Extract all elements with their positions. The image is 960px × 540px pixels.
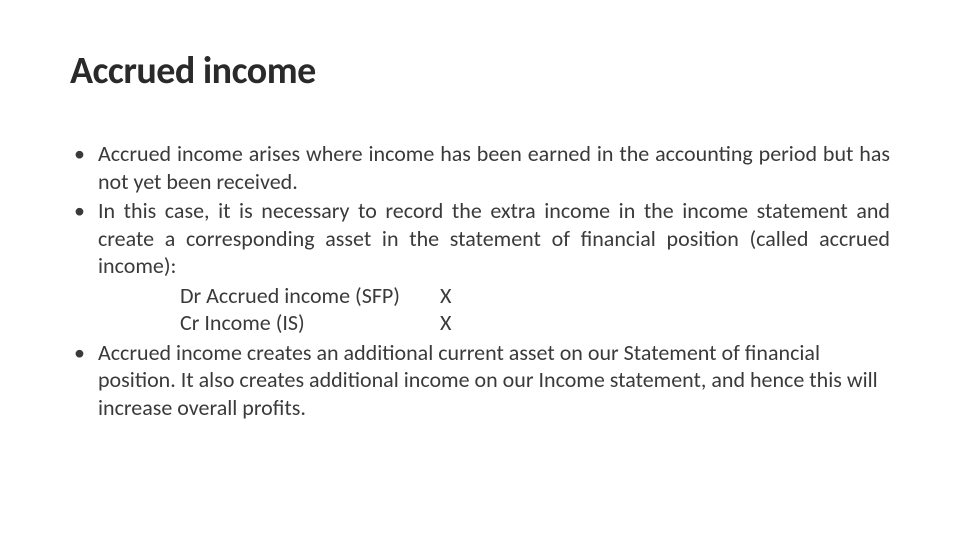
- bullet-item: In this case, it is necessary to record …: [70, 197, 890, 280]
- slide-title: Accrued income: [70, 48, 890, 94]
- bullet-item: Accrued income arises where income has b…: [70, 140, 890, 195]
- journal-entry-cr: Cr Income (IS) X: [180, 309, 890, 337]
- entry-label: Dr Accrued income (SFP): [180, 282, 440, 310]
- entry-label: Cr Income (IS): [180, 309, 440, 337]
- journal-entry-dr: Dr Accrued income (SFP) X: [180, 282, 890, 310]
- slide-body: Accrued income arises where income has b…: [70, 140, 890, 421]
- entry-amount: X: [440, 309, 460, 337]
- slide: Accrued income Accrued income arises whe…: [0, 0, 960, 540]
- entry-amount: X: [440, 282, 460, 310]
- bullet-text: Accrued income arises where income has b…: [98, 140, 890, 195]
- bullet-text: In this case, it is necessary to record …: [98, 197, 890, 279]
- journal-entries: Dr Accrued income (SFP) X Cr Income (IS)…: [70, 282, 890, 337]
- bullet-text: Accrued income creates an additional cur…: [98, 339, 878, 421]
- bullet-item: Accrued income creates an additional cur…: [70, 339, 890, 422]
